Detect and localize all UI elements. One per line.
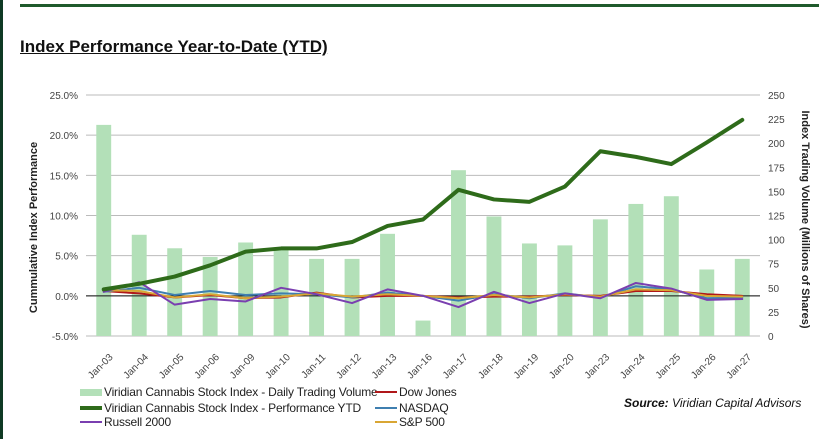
left-tick-label: 25.0%	[50, 91, 78, 102]
right-tick-label: 125	[768, 212, 785, 223]
left-tick-label: 0.0%	[55, 292, 78, 303]
legend-swatch	[80, 388, 102, 396]
volume-bar	[451, 170, 466, 336]
volume-bar	[592, 219, 608, 336]
legend-item-russell: Russell 2000	[80, 415, 171, 429]
left-axis-title: Cummulative Index Performance	[28, 142, 40, 313]
legend-label: Russell 2000	[104, 415, 171, 429]
left-tick-label: 20.0%	[50, 131, 78, 142]
legend-item-volume: Viridian Cannabis Stock Index - Daily Tr…	[80, 385, 378, 399]
legend-label: NASDAQ	[399, 401, 449, 415]
right-axis-title: Index Trading Volume (Millions of Shares…	[799, 111, 811, 329]
legend-swatch	[375, 391, 397, 393]
volume-bar	[167, 248, 183, 336]
x-tick-label: Jan-03	[86, 352, 116, 382]
x-tick-label: Jan-06	[193, 352, 223, 382]
legend-item-sp500: S&P 500	[375, 415, 445, 429]
volume-bar	[628, 203, 644, 336]
left-tick-label: 15.0%	[50, 171, 78, 182]
legend-swatch	[80, 421, 102, 423]
volume-bar	[309, 258, 325, 336]
volume-bar	[486, 216, 502, 336]
legend-item-nasdaq: NASDAQ	[375, 401, 449, 415]
x-tick-label: Jan-10	[263, 352, 293, 382]
right-tick-label: 100	[768, 236, 785, 247]
x-tick-label: Jan-26	[689, 352, 719, 382]
legend-swatch	[80, 406, 102, 410]
volume-bar	[699, 269, 715, 336]
legend-label: Viridian Cannabis Stock Index - Performa…	[104, 401, 361, 415]
left-tick-label: -5.0%	[52, 332, 78, 343]
x-tick-label: Jan-20	[547, 352, 577, 382]
x-tick-label: Jan-19	[512, 352, 542, 382]
x-tick-label: Jan-25	[654, 352, 684, 382]
x-tick-label: Jan-18	[476, 352, 506, 382]
series-line-russell-2000	[102, 281, 744, 309]
legend-label: Dow Jones	[399, 385, 457, 399]
x-tick-label: Jan-13	[370, 352, 400, 382]
volume-bar	[557, 245, 573, 336]
x-tick-label: Jan-12	[334, 352, 364, 382]
volume-bar	[238, 242, 254, 336]
right-tick-label: 150	[768, 187, 785, 198]
x-tick-label: Jan-24	[618, 352, 648, 382]
x-tick-label: Jan-23	[583, 352, 613, 382]
legend-label: S&P 500	[399, 415, 445, 429]
legend-label: Viridian Cannabis Stock Index - Daily Tr…	[104, 385, 378, 399]
volume-bar	[521, 243, 537, 336]
right-tick-label: 75	[768, 260, 780, 271]
left-border	[0, 0, 3, 439]
right-tick-label: 250	[768, 91, 785, 102]
volume-bar	[380, 233, 395, 336]
volume-bar	[96, 124, 112, 336]
series-line-viridian-cannabis-stock-index-performance-ytd	[101, 117, 745, 292]
legend-swatch	[375, 407, 397, 409]
right-tick-label: 50	[768, 284, 780, 295]
series-line-nasdaq	[102, 285, 744, 302]
right-tick-label: 175	[768, 163, 785, 174]
x-tick-label: Jan-09	[228, 352, 258, 382]
x-tick-label: Jan-27	[725, 352, 755, 382]
volume-bar	[202, 256, 218, 336]
page-title: Index Performance Year-to-Date (YTD)	[20, 37, 328, 56]
left-tick-label: 10.0%	[50, 212, 78, 223]
source-note: Source: Viridian Capital Advisors	[624, 396, 801, 410]
top-rule	[20, 4, 819, 7]
legend-item-performance: Viridian Cannabis Stock Index - Performa…	[80, 401, 361, 415]
right-tick-label: 25	[768, 308, 780, 319]
volume-bar	[415, 320, 431, 336]
x-tick-label: Jan-16	[405, 352, 435, 382]
source-label: Source:	[624, 396, 669, 410]
left-tick-label: 5.0%	[55, 252, 78, 263]
legend-swatch	[375, 421, 397, 423]
right-tick-label: 0	[768, 332, 774, 343]
x-tick-label: Jan-04	[122, 352, 152, 382]
right-tick-label: 200	[768, 139, 785, 150]
source-text: Viridian Capital Advisors	[672, 396, 802, 410]
legend-item-dow: Dow Jones	[375, 385, 457, 399]
x-tick-label: Jan-05	[157, 352, 187, 382]
right-tick-label: 225	[768, 115, 785, 126]
x-tick-label: Jan-17	[441, 352, 471, 382]
volume-bar	[663, 196, 679, 336]
x-tick-label: Jan-11	[299, 352, 328, 381]
